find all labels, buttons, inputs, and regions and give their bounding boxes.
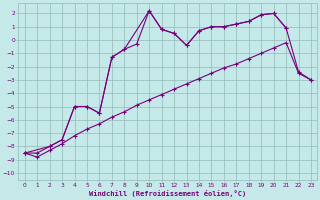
X-axis label: Windchill (Refroidissement éolien,°C): Windchill (Refroidissement éolien,°C) — [89, 190, 246, 197]
